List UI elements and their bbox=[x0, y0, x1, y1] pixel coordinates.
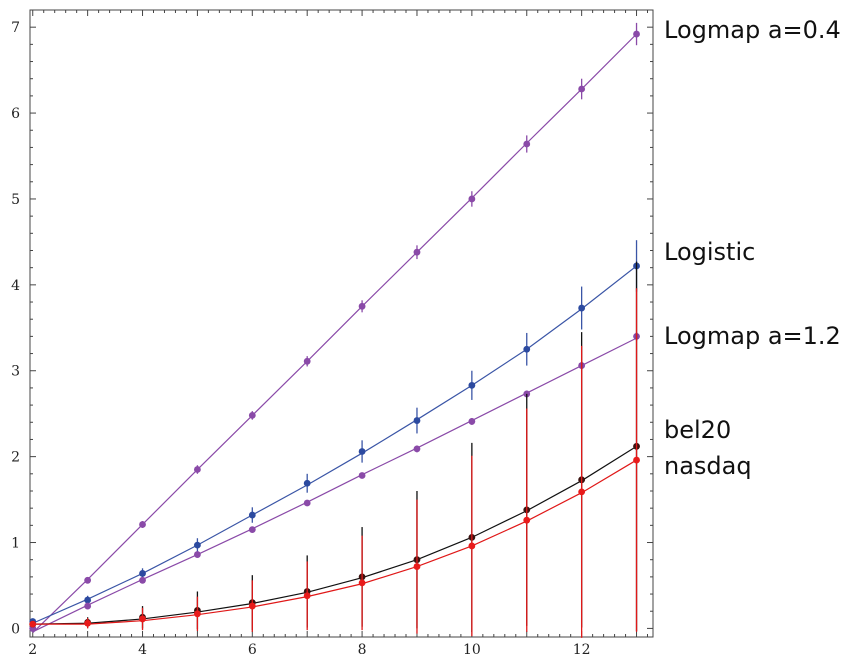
data-point bbox=[303, 479, 311, 487]
data-point bbox=[358, 579, 366, 587]
y-tick-label: 2 bbox=[11, 450, 20, 466]
plot-frame bbox=[29, 9, 654, 638]
label-nasdaq: nasdaq bbox=[664, 452, 752, 480]
data-point bbox=[303, 592, 311, 600]
data-point bbox=[139, 576, 146, 584]
data-point bbox=[194, 610, 201, 618]
series-line bbox=[32, 265, 637, 624]
series-3 bbox=[29, 261, 640, 632]
data-point bbox=[358, 472, 366, 479]
series-line bbox=[32, 337, 637, 633]
series-line bbox=[32, 445, 637, 625]
data-point bbox=[303, 357, 311, 365]
data-point bbox=[413, 445, 421, 453]
data-point bbox=[139, 615, 146, 623]
y-tick-label: 3 bbox=[11, 364, 20, 380]
data-point bbox=[413, 248, 421, 256]
data-point bbox=[139, 570, 146, 577]
data-point bbox=[194, 551, 201, 558]
label-logmap-12: Logmap a=1.2 bbox=[664, 322, 841, 350]
data-point bbox=[303, 499, 311, 507]
data-point bbox=[248, 412, 256, 419]
data-point bbox=[248, 526, 256, 534]
x-tick-label: 6 bbox=[248, 642, 257, 655]
data-point bbox=[633, 30, 640, 38]
x-tick-labels: 2 4 6 8 10 12 bbox=[28, 642, 590, 655]
series-line bbox=[32, 33, 637, 634]
data-point bbox=[248, 602, 256, 610]
series-2 bbox=[29, 332, 640, 633]
data-point bbox=[468, 195, 476, 203]
data-point bbox=[194, 466, 201, 473]
data-point bbox=[248, 511, 256, 519]
x-tick-label: 12 bbox=[573, 642, 591, 655]
y-tick-label: 4 bbox=[11, 278, 20, 294]
series-4 bbox=[29, 288, 640, 638]
x-tick-label: 10 bbox=[463, 642, 481, 655]
label-logmap-04: Logmap a=0.4 bbox=[664, 16, 841, 44]
x-tick-label: 2 bbox=[28, 642, 37, 655]
data-point bbox=[413, 563, 421, 570]
data-point bbox=[468, 542, 476, 550]
label-logistic: Logistic bbox=[664, 238, 755, 266]
data-point bbox=[633, 456, 640, 464]
data-point bbox=[523, 345, 531, 353]
data-point bbox=[468, 418, 476, 425]
data-point bbox=[84, 602, 92, 610]
series-0 bbox=[29, 22, 640, 634]
x-tick-label: 4 bbox=[138, 642, 147, 655]
data-point bbox=[358, 302, 366, 310]
x-tick-label: 8 bbox=[358, 642, 367, 655]
y-tick-label: 1 bbox=[11, 536, 20, 552]
y-tick-labels: 0 1 2 3 4 5 6 7 bbox=[11, 20, 20, 637]
data-point bbox=[84, 619, 92, 627]
axis-ticks bbox=[30, 9, 653, 637]
data-point bbox=[84, 576, 92, 584]
data-point bbox=[578, 85, 586, 93]
data-point bbox=[139, 521, 146, 528]
data-point bbox=[194, 541, 201, 549]
data-point bbox=[578, 304, 586, 312]
data-point bbox=[468, 381, 476, 389]
series-layer bbox=[29, 22, 640, 638]
data-point bbox=[413, 417, 421, 424]
y-tick-label: 6 bbox=[11, 106, 20, 122]
y-tick-label: 5 bbox=[11, 192, 20, 208]
y-tick-label: 0 bbox=[11, 621, 20, 637]
series-line bbox=[32, 459, 637, 625]
data-point bbox=[523, 140, 531, 148]
data-point bbox=[523, 516, 531, 524]
data-point bbox=[84, 596, 92, 604]
label-bel20: bel20 bbox=[664, 416, 731, 444]
data-point bbox=[29, 620, 37, 628]
data-point bbox=[358, 448, 366, 455]
data-point bbox=[578, 488, 586, 496]
y-tick-label: 7 bbox=[11, 20, 20, 36]
series-1 bbox=[29, 240, 640, 625]
